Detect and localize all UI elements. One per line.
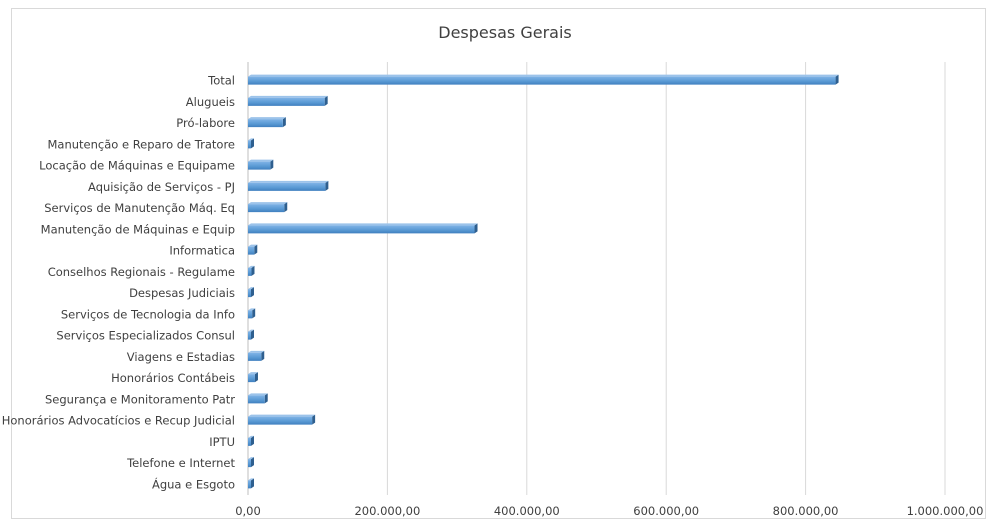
category-label: Manutenção e Reparo de Tratore: [47, 137, 235, 151]
bar: [248, 138, 254, 149]
bar: [248, 372, 258, 383]
category-label: Serviços de Manutenção Máq. Eq: [44, 201, 235, 215]
category-label: Serviços Especializados Consul: [56, 329, 235, 343]
category-label: Total: [207, 74, 235, 88]
bar-face: [248, 204, 285, 213]
category-label: Despesas Judiciais: [129, 286, 235, 300]
bar: [248, 308, 256, 319]
category-label: Manutenção de Máquinas e Equip: [41, 222, 235, 236]
bar-face: [248, 480, 251, 489]
bar: [248, 457, 254, 468]
category-label: Água e Esgoto: [152, 476, 235, 491]
x-tick-label: 600.000,00: [633, 504, 699, 518]
bar: [248, 265, 255, 276]
bar-face: [248, 161, 271, 170]
bar-face: [248, 267, 252, 276]
category-label: Viagens e Estadias: [127, 350, 235, 364]
bar-face: [248, 140, 251, 149]
bar-face: [248, 289, 251, 298]
bars: [248, 74, 839, 489]
category-label: Telefone e Internet: [126, 456, 235, 470]
x-tick-label: 1.000.000,00: [907, 504, 984, 518]
bar-face: [248, 182, 326, 191]
chart-title: Despesas Gerais: [438, 23, 571, 42]
bar-face: [248, 76, 836, 85]
bar-face: [248, 395, 265, 404]
bar-face: [248, 437, 251, 446]
bar: [248, 74, 839, 85]
x-axis-ticks: 0,00 200.000,00 400.000,00 600.000,00 800.00…: [235, 504, 983, 518]
bar: [248, 435, 254, 446]
bar: [248, 180, 329, 191]
gridlines: [247, 62, 946, 495]
bar-face: [248, 97, 325, 106]
category-label: Informatica: [169, 244, 235, 258]
bar: [248, 414, 316, 425]
bar-face: [248, 416, 313, 425]
bar: [248, 329, 254, 340]
bar: [248, 202, 288, 213]
x-tick-label: 400.000,00: [494, 504, 560, 518]
x-tick-label: 800.000,00: [773, 504, 839, 518]
bar: [248, 244, 258, 255]
bar: [248, 287, 254, 298]
x-tick-label: 0,00: [235, 504, 261, 518]
bar: [248, 350, 265, 361]
bar-face: [248, 246, 255, 255]
category-label: Aquisição de Serviços - PJ: [88, 180, 235, 194]
bar: [248, 223, 478, 234]
bar: [248, 478, 254, 489]
x-tick-label: 200.000,00: [354, 504, 420, 518]
category-label: Locação de Máquinas e Equipame: [39, 159, 235, 173]
category-label: Conselhos Regionais - Regulame: [48, 265, 235, 279]
bar-face: [248, 225, 475, 234]
bar-face: [248, 459, 251, 468]
category-label: Pró-labore: [176, 116, 235, 130]
bar-face: [248, 119, 283, 128]
bar: [248, 393, 268, 404]
bar: [248, 95, 328, 106]
bar: [248, 117, 286, 128]
bar-face: [248, 331, 251, 340]
category-label: Segurança e Monitoramento Patr: [45, 392, 235, 406]
chart-frame: [11, 8, 986, 519]
category-label: IPTU: [209, 435, 235, 449]
category-label: Honorários Advocatícios e Recup Judicial: [2, 414, 235, 428]
category-label: Alugueis: [186, 95, 235, 109]
category-label: Serviços de Tecnologia da Info: [61, 307, 235, 321]
bar-face: [248, 310, 253, 319]
category-label: Honorários Contábeis: [111, 371, 235, 385]
bar: [248, 159, 274, 170]
bar-face: [248, 374, 255, 383]
bar-face: [248, 352, 262, 361]
category-labels: Total Alugueis Pró-labore Manutenção e Repa…: [2, 74, 236, 492]
